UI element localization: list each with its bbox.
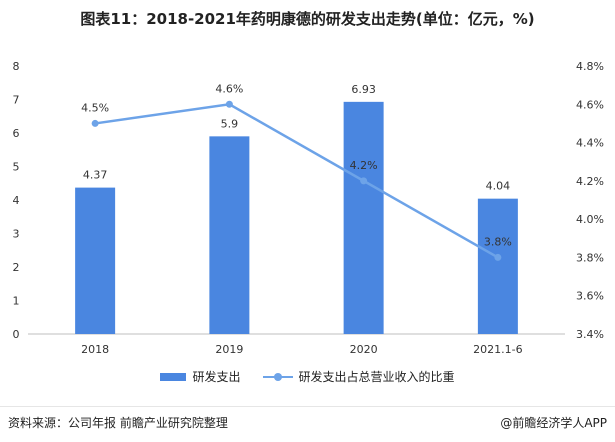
ratio-point: [360, 177, 368, 185]
bar-value-label: 4.04: [486, 180, 511, 193]
x-tick-label: 2021.1-6: [473, 343, 522, 356]
y-left-tick-label: 5: [13, 161, 20, 174]
y-right-tick-label: 3.6%: [576, 290, 604, 303]
y-right-tick-label: 4.4%: [576, 137, 604, 150]
ratio-point: [91, 119, 99, 127]
y-left-tick-label: 0: [13, 328, 20, 341]
y-right-tick-label: 4.6%: [576, 98, 604, 111]
legend: 研发支出 研发支出占总营业收入的比重: [0, 368, 615, 385]
y-right-tick-label: 4.0%: [576, 213, 604, 226]
ratio-point: [494, 253, 502, 261]
y-right-tick-label: 3.8%: [576, 251, 604, 264]
y-left-tick-label: 3: [13, 228, 20, 241]
ratio-value-label: 3.8%: [484, 235, 512, 248]
legend-bar-swatch: [160, 372, 187, 381]
legend-line-label: 研发支出占总营业收入的比重: [298, 370, 455, 384]
x-tick-label: 2019: [215, 343, 243, 356]
ratio-value-label: 4.2%: [350, 159, 378, 172]
y-left-tick-label: 2: [13, 261, 20, 274]
footer-divider: [0, 406, 615, 407]
bar: [209, 136, 250, 334]
credit-note: @前瞻经济学人APP: [500, 416, 607, 430]
y-left-tick-label: 4: [13, 194, 20, 207]
bar: [477, 198, 518, 334]
y-right-tick-label: 4.8%: [576, 60, 604, 73]
bar: [75, 187, 116, 334]
y-right-tick-label: 4.2%: [576, 175, 604, 188]
chart-title: 图表11：2018-2021年药明康德的研发支出走势(单位：亿元，%): [80, 10, 535, 28]
legend-item-bar[interactable]: 研发支出: [160, 368, 241, 385]
bar: [343, 101, 384, 334]
x-tick-label: 2020: [350, 343, 378, 356]
bar-value-label: 5.9: [221, 117, 239, 130]
ratio-point: [225, 100, 233, 108]
y-left-tick-label: 6: [13, 127, 20, 140]
legend-line-swatch: [262, 372, 293, 382]
y-left-tick-label: 1: [13, 295, 20, 308]
x-tick-label: 2018: [81, 343, 109, 356]
bar-value-label: 4.37: [83, 169, 108, 182]
ratio-line: [94, 102, 499, 259]
y-right-tick-label: 3.4%: [576, 328, 604, 341]
y-left-tick-label: 8: [13, 60, 20, 73]
ratio-value-label: 4.6%: [215, 82, 243, 95]
legend-item-line[interactable]: 研发支出占总营业收入的比重: [262, 368, 455, 385]
ratio-value-label: 4.5%: [81, 101, 109, 114]
bar-value-label: 6.93: [351, 83, 376, 96]
source-note: 资料来源：公司年报 前瞻产业研究院整理: [8, 416, 228, 430]
y-left-tick-label: 7: [13, 94, 20, 107]
legend-bar-label: 研发支出: [192, 370, 241, 384]
